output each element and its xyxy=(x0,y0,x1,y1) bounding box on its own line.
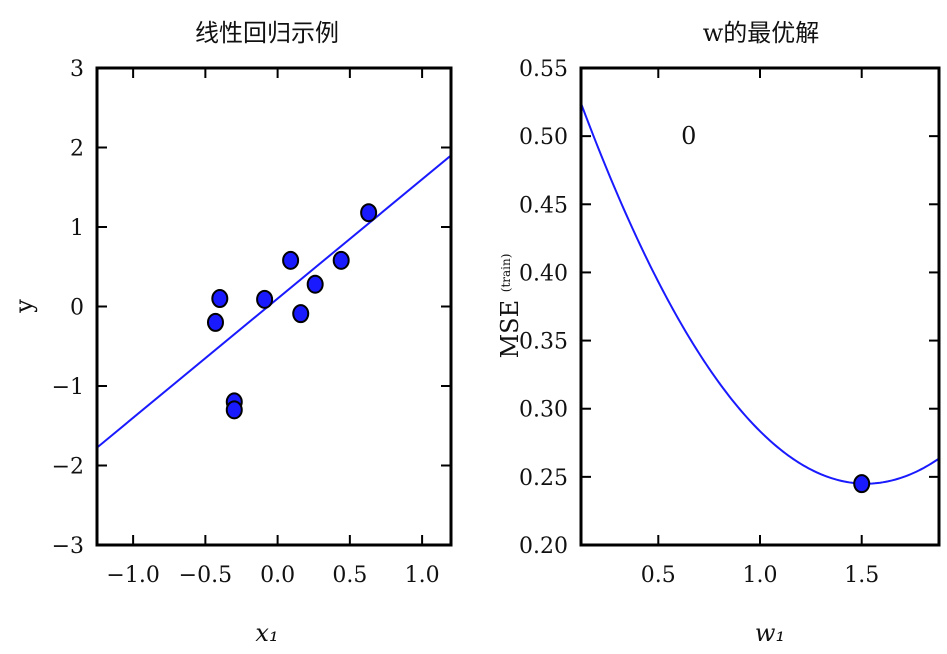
right-y-axis-label: MSE (train) xyxy=(496,254,524,359)
right-y-tick-label: 0.45 xyxy=(519,193,568,218)
right-plot-area xyxy=(581,102,939,494)
data-point xyxy=(306,274,324,294)
right-chart-annotation: 0 xyxy=(681,122,696,150)
right-y-tick-label: 0.35 xyxy=(519,330,568,355)
left-plot-area xyxy=(97,154,451,449)
right-y-tick-label: 0.30 xyxy=(519,398,568,423)
mse-curve xyxy=(581,102,939,485)
left-y-tick-label: −1 xyxy=(52,375,84,400)
data-point xyxy=(332,250,350,270)
left-y-tick-label: 3 xyxy=(70,57,84,82)
mse-chart: w的最优解 0.5 1.0 1.50.200.250.300.350.400.450… xyxy=(496,19,941,647)
data-point xyxy=(211,289,229,309)
left-x-tick-label: 0.0 xyxy=(260,563,295,588)
data-point xyxy=(206,312,224,332)
data-point xyxy=(225,400,243,420)
left-x-tick-label: −1.0 xyxy=(106,563,159,588)
left-y-tick-label: 0 xyxy=(70,296,84,321)
right-axis-ticks: 0.5 1.0 1.5 0.20 0.25 0.30 0.35 0.40 0.45 0.50 0.5… xyxy=(519,57,939,588)
left-axis-frame xyxy=(95,66,453,547)
left-x-tick-label: 0.5 xyxy=(332,563,367,588)
right-x-tick-label: 1.5 xyxy=(844,563,879,588)
data-point xyxy=(256,289,274,309)
right-y-tick-label: 0.20 xyxy=(519,534,568,559)
left-y-tick-label: 2 xyxy=(70,137,84,162)
left-x-axis-label: x₁ xyxy=(255,619,278,647)
left-x-tick-label: −0.5 xyxy=(179,563,232,588)
left-y-tick-label: −2 xyxy=(52,455,84,480)
left-axis-ticks: −1.0 −0.5 0.0 0.5 1.0 −3 −2 −1 0 1 2 3 xyxy=(52,57,451,588)
right-axis-frame xyxy=(579,66,941,547)
left-x-tick-label: 1.0 xyxy=(405,563,440,588)
left-y-axis-label: y xyxy=(10,299,38,314)
right-y-axis-label-group: MSE (train) xyxy=(496,254,524,359)
right-x-tick-label: 1.0 xyxy=(743,563,778,588)
right-chart-title: w的最优解 xyxy=(703,19,820,47)
regression-line xyxy=(97,154,451,449)
data-point xyxy=(292,304,310,324)
right-y-axis-label-subscript: (train) xyxy=(499,254,513,293)
data-point xyxy=(360,203,378,223)
left-chart-title: 线性回归示例 xyxy=(195,19,339,47)
right-y-tick-label: 0.40 xyxy=(519,261,568,286)
optimum-point xyxy=(853,474,871,494)
left-y-tick-label: −3 xyxy=(52,534,84,559)
right-y-tick-label: 0.25 xyxy=(519,466,568,491)
right-x-axis-label: w₁ xyxy=(755,619,785,647)
right-y-tick-label: 0.55 xyxy=(519,57,568,82)
linear-regression-chart: 线性回归示例 −1.0 −0.5 0.0 0.5 1.0 −3 −2 −1 0 1 2 3 x₁ y xyxy=(10,19,453,647)
right-y-axis-label-main: MSE xyxy=(496,300,524,359)
data-point xyxy=(282,250,300,270)
right-x-tick-label: 0.5 xyxy=(641,563,676,588)
right-y-tick-label: 0.50 xyxy=(519,125,568,150)
left-y-tick-label: 1 xyxy=(70,216,84,241)
